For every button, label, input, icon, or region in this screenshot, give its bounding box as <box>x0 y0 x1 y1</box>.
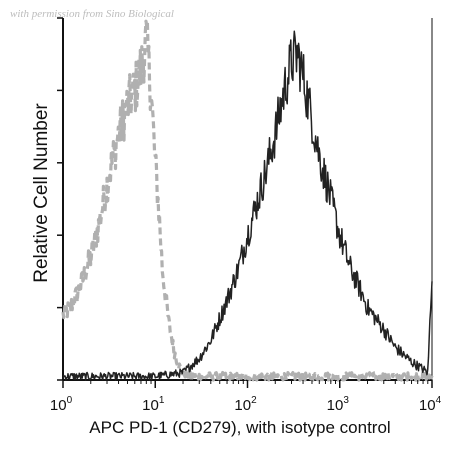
x-tick-label: 102 <box>234 395 257 414</box>
pd1-stained-series <box>62 30 433 381</box>
x-tick-label: 104 <box>419 395 442 414</box>
watermark: with permission from Sino Biological <box>10 8 174 20</box>
x-axis-ticks: 100 101 102 103 104 <box>50 380 442 414</box>
plot-axes <box>57 17 433 381</box>
isotype-control-series <box>61 19 434 382</box>
series-layer <box>61 19 434 382</box>
x-tick-label: 101 <box>142 395 165 414</box>
x-axis-label: APC PD-1 (CD279), with isotype control <box>89 418 391 437</box>
x-tick-label: 103 <box>327 395 350 414</box>
x-tick-label: 100 <box>50 395 73 414</box>
y-axis-label: Relative Cell Number <box>31 103 52 283</box>
